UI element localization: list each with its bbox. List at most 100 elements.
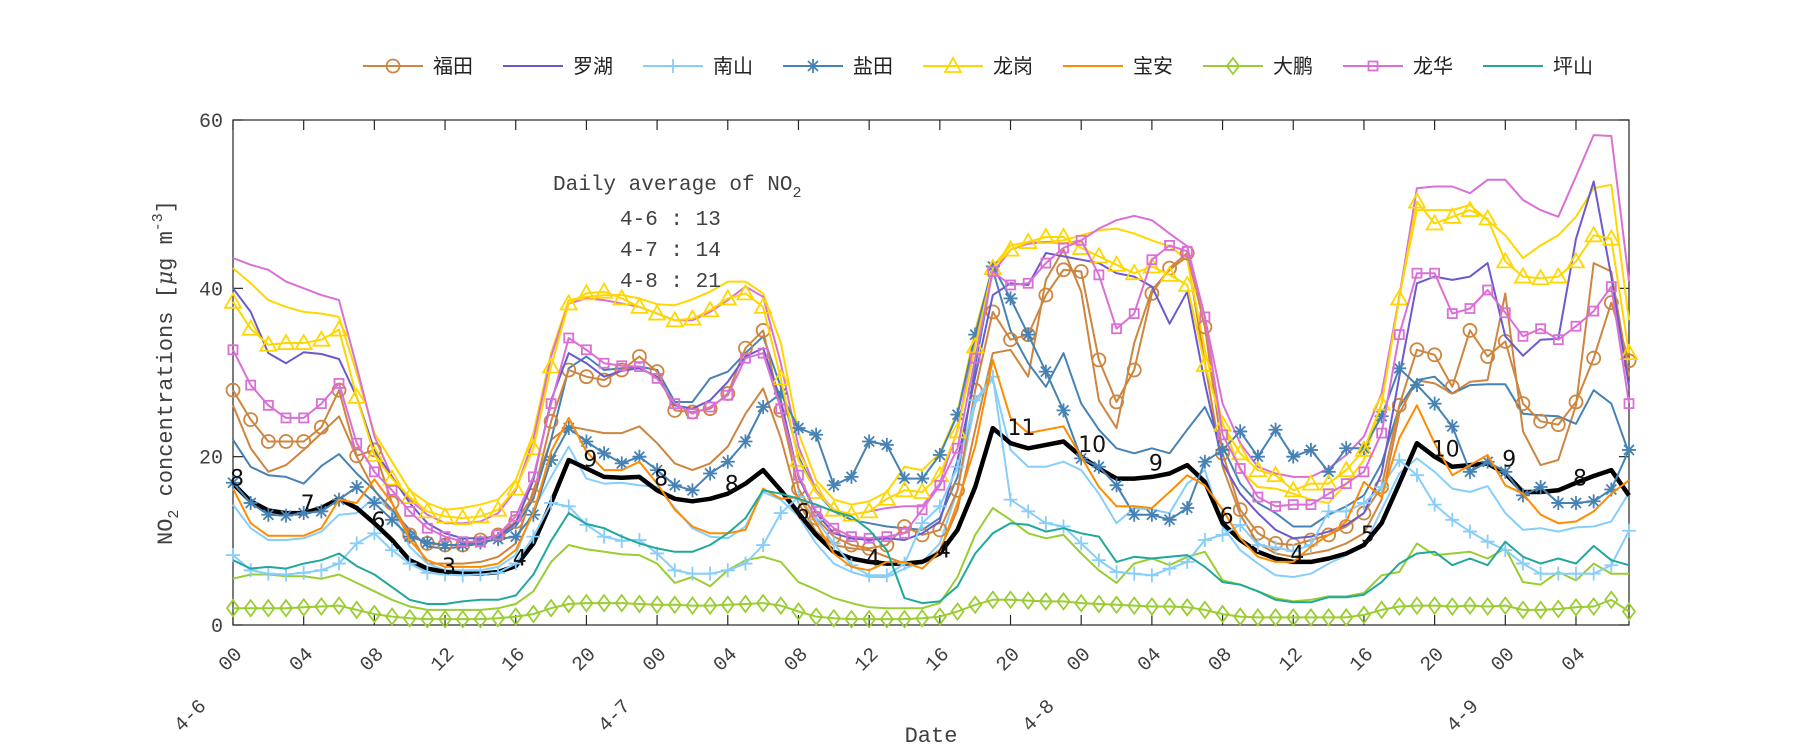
data-point-triangle bbox=[718, 288, 738, 306]
data-point-circle bbox=[1391, 397, 1407, 413]
data-point-circle bbox=[1550, 417, 1566, 433]
data-point-plus bbox=[314, 563, 329, 578]
data-point-square bbox=[1164, 240, 1175, 251]
data-point-plus bbox=[844, 558, 859, 573]
data-point-circle bbox=[1480, 349, 1496, 364]
data-point-plus bbox=[1427, 497, 1442, 512]
data-point-plus bbox=[526, 529, 541, 544]
x-tick-label: 00 bbox=[639, 644, 672, 677]
data-point-asterisk bbox=[1091, 459, 1106, 474]
x-tick-label: 20 bbox=[1416, 644, 1449, 677]
x-tick-label: 00 bbox=[1487, 644, 1520, 677]
data-point-asterisk bbox=[1374, 409, 1389, 424]
data-point-square bbox=[1623, 398, 1635, 410]
daily-value-label: 10 bbox=[1078, 433, 1106, 458]
data-point-plus bbox=[261, 566, 276, 581]
data-point-plus bbox=[349, 536, 364, 551]
data-point-diamond bbox=[596, 593, 612, 613]
data-point-plus bbox=[826, 536, 841, 551]
data-point-diamond bbox=[720, 595, 735, 615]
textbox-line: 4-8 : 21 bbox=[620, 271, 721, 294]
data-point-asterisk bbox=[1551, 495, 1566, 510]
data-point-diamond bbox=[614, 593, 629, 613]
data-point-asterisk bbox=[296, 506, 311, 521]
data-point-plus bbox=[243, 563, 258, 578]
data-point-plus bbox=[667, 563, 682, 578]
series-unlabeled bbox=[232, 507, 1629, 611]
data-point-square bbox=[298, 412, 310, 424]
data-point-triangle bbox=[1442, 206, 1462, 224]
data-point-square bbox=[1323, 488, 1334, 500]
data-point-circle bbox=[596, 372, 612, 388]
data-point-plus bbox=[1215, 527, 1230, 542]
data-point-square bbox=[227, 344, 239, 356]
data-point-plus bbox=[508, 556, 523, 571]
data-point-plus bbox=[756, 538, 771, 553]
daily-value-label: 4 bbox=[937, 538, 951, 563]
data-point-plus bbox=[1498, 543, 1513, 558]
legend: 福田 罗湖 南山 盐田 龙岗 宝安 大鹏 龙华 坪山 bbox=[363, 54, 1593, 78]
data-point-circle bbox=[1586, 350, 1602, 366]
data-point-plus bbox=[1303, 538, 1318, 553]
data-point-square bbox=[916, 504, 928, 516]
series-line bbox=[232, 200, 1630, 520]
legend-item-大鹏: 大鹏 bbox=[1203, 54, 1313, 78]
data-point-asterisk bbox=[402, 529, 417, 544]
data-point-triangle bbox=[1301, 473, 1321, 491]
data-point-triangle bbox=[1266, 465, 1286, 483]
data-point-triangle bbox=[258, 334, 278, 352]
data-point-square bbox=[1040, 257, 1052, 269]
data-point-diamond bbox=[879, 609, 894, 629]
textbox-title: Daily average of NO2 bbox=[553, 174, 801, 202]
data-point-triangle bbox=[435, 506, 455, 524]
data-point-square bbox=[563, 332, 575, 344]
data-point-triangle bbox=[1195, 355, 1215, 372]
data-point-circle bbox=[1003, 332, 1018, 348]
data-point-asterisk bbox=[579, 434, 594, 449]
data-point-square bbox=[687, 408, 698, 420]
series-line bbox=[231, 425, 1631, 576]
data-point-square bbox=[492, 529, 504, 541]
data-point-triangle bbox=[1425, 213, 1445, 231]
data-point-triangle bbox=[506, 478, 526, 496]
data-point-square bbox=[1411, 267, 1423, 279]
data-point-asterisk bbox=[455, 538, 470, 553]
data-point-plus bbox=[1268, 540, 1283, 555]
data-point-asterisk bbox=[826, 478, 841, 493]
data-point-square bbox=[245, 379, 257, 391]
data-point-asterisk bbox=[1568, 495, 1583, 510]
data-point-diamond bbox=[1074, 593, 1089, 613]
data-point-circle bbox=[861, 541, 877, 556]
series-龙岗 bbox=[223, 191, 1639, 526]
data-point-plus bbox=[1233, 517, 1248, 532]
data-point-plus bbox=[773, 506, 788, 521]
data-point-circle bbox=[950, 482, 965, 498]
data-point-square bbox=[881, 531, 893, 543]
data-point-triangle bbox=[877, 488, 897, 506]
data-point-circle bbox=[1462, 323, 1478, 338]
legend-label: 宝安 bbox=[1133, 54, 1173, 78]
x-tick-day-label: 4-9 bbox=[1443, 696, 1485, 738]
data-point-asterisk bbox=[1197, 454, 1212, 469]
data-point-asterisk bbox=[1586, 494, 1601, 509]
data-point-asterisk bbox=[1250, 449, 1265, 464]
data-point-triangle bbox=[541, 356, 561, 374]
x-tick-day-label: 4-8 bbox=[1018, 696, 1060, 738]
data-point-diamond bbox=[526, 604, 541, 624]
data-point-diamond bbox=[1056, 591, 1071, 611]
x-tick-label: 04 bbox=[1134, 644, 1167, 677]
data-point-triangle bbox=[682, 308, 702, 326]
data-point-square bbox=[457, 536, 469, 548]
data-point-diamond bbox=[1339, 607, 1354, 627]
data-point-square bbox=[510, 511, 522, 522]
data-point-triangle bbox=[294, 333, 314, 350]
legend-item-龙岗: 龙岗 bbox=[923, 54, 1033, 78]
data-point-asterisk bbox=[950, 407, 965, 422]
data-point-plus bbox=[455, 568, 470, 583]
data-point-asterisk bbox=[1392, 361, 1407, 376]
data-point-triangle bbox=[1566, 251, 1586, 269]
data-point-circle bbox=[1073, 264, 1089, 279]
data-point-asterisk bbox=[1427, 396, 1442, 411]
series-line bbox=[232, 358, 1630, 572]
legend-item-坪山: 坪山 bbox=[1483, 54, 1593, 78]
